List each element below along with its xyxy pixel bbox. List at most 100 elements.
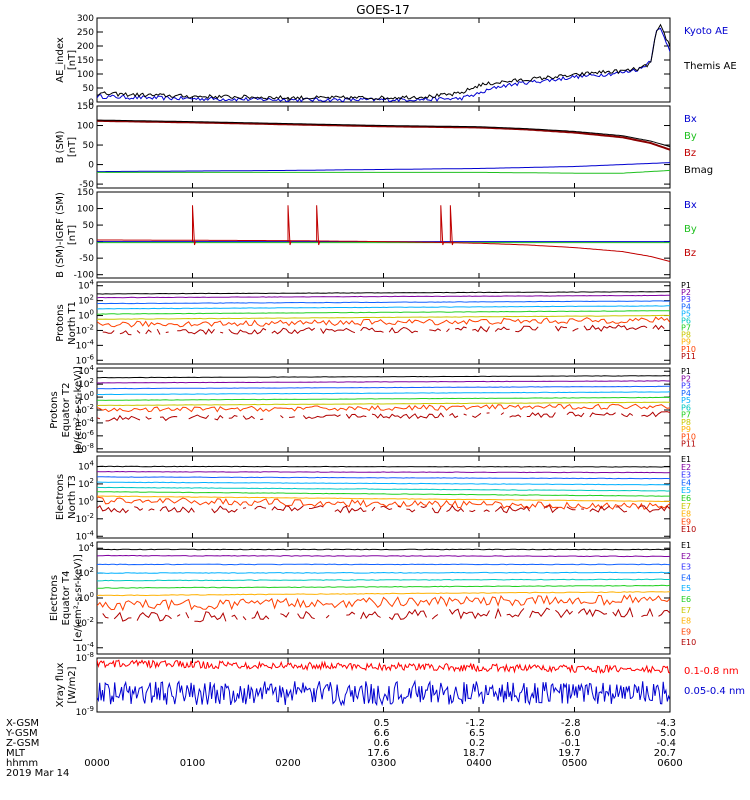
row-label: Y-GSM [5,728,38,739]
y-tick-label: -100 [74,271,95,281]
y-tick-label: 10-2 [76,323,94,336]
panel-frame [96,191,671,279]
series-channel-9 [194,611,227,623]
legend-item: P2 [681,288,691,297]
legend-item: E10 [681,525,696,534]
series-channel-8 [472,325,490,333]
series-channel-9 [431,614,439,620]
series-channel-3 [97,476,670,480]
legend-item: P1 [681,281,691,290]
y-tick-label: 10-4 [76,416,95,429]
y-axis-label: [nT] [67,50,78,70]
x-tick-label: 0600 [657,758,682,769]
series-channel-9 [397,505,401,508]
series-channel-9 [346,611,356,616]
series-channel-9 [148,508,155,511]
ephemeris-value: -2.8 [561,718,581,729]
y-tick-label: 100 [78,494,94,507]
legend-item: P6 [681,403,691,412]
y-axis-label: Equator T2 [61,383,72,438]
series-channel-8 [97,417,101,420]
legend-item: Bz [684,248,696,259]
series-channel-9 [529,607,550,618]
ephemeris-value: 17.6 [367,748,389,759]
legend-item: E2 [681,552,691,561]
series-channel-9 [176,614,181,617]
y-axis-label: [p/(cm²-s-sr-keV)] [73,366,84,454]
y-axis-label: North T1 [67,301,78,345]
series-channel-4 [97,481,670,486]
ephemeris-value: 0.2 [469,738,485,749]
ephemeris-value: 6.0 [565,728,581,739]
x-tick-label: 0400 [466,758,491,769]
series-channel-9 [420,505,427,509]
series-channel-9 [566,506,576,511]
ephemeris-value: -0.4 [656,738,676,749]
y-tick-label: 100 [78,591,94,604]
series-channel-9 [494,505,531,514]
y-tick-label: 102 [78,477,94,490]
legend-item: E1 [681,455,691,464]
panel-ee: 104 102 100 10-2 10-4 Electrons Equator T4 [e/(… [49,541,696,655]
series-channel-2 [97,380,670,384]
series-channel-8 [360,326,384,333]
series-channel-8 [119,330,132,336]
series-channel-3 [97,385,670,390]
legend-item: E4 [681,478,691,487]
series-channel-9 [185,612,190,619]
series-channel-8 [641,411,670,418]
ephemeris-value: 0.6 [374,738,390,749]
series-channel-9 [638,505,670,513]
legend-item: P7 [681,324,691,333]
legend-item: E9 [681,517,691,526]
spike [192,205,196,246]
y-axis-label: Protons [49,391,60,428]
legend-item: P2 [681,374,691,383]
series-channel-8 [472,412,482,418]
series-channel-8 [509,414,522,418]
series-channel-9 [371,506,376,512]
legend-item: P9 [681,338,691,347]
ephemeris-value: -1.2 [465,718,485,729]
y-tick-label: 100 [78,390,94,403]
y-tick-label: 104 [78,364,94,377]
series-channel-9 [589,505,611,513]
ephemeris-value: 5.0 [660,728,676,739]
series-channel-8 [449,412,459,419]
series-channel-2 [97,294,670,299]
series-channel-9 [271,505,304,512]
legend-item: E7 [681,606,691,615]
y-tick-label: 104 [78,541,94,554]
y-tick-label: 10-4 [76,338,95,351]
legend-item: By [684,131,697,142]
row-label: Z-GSM [6,738,39,749]
data-lines [97,119,670,174]
ephemeris-value: 20.7 [654,748,676,759]
legend-item: P4 [681,389,691,398]
y-axis-label: Protons [55,304,66,341]
y-tick-label: 100 [77,205,94,215]
series-channel-8 [271,327,316,335]
series-channel-9 [280,612,290,618]
x-tick-label: 0200 [275,758,300,769]
legend-item: P9 [681,425,691,434]
ephemeris-value: 19.7 [558,748,580,759]
y-tick-label: 104 [78,279,94,292]
series-channel-9 [494,607,502,619]
series-channel-8 [97,496,670,510]
series-channel-9 [380,505,393,511]
panel-bsm: -50 0 50 100 150 B (SM) [nT] Bx By Bz Bmag [55,102,713,190]
series-xray-1 [97,679,670,707]
series-channel-8 [566,411,585,418]
legend-item: E3 [681,563,691,572]
data-lines [97,548,670,623]
legend-item: E9 [681,627,691,636]
legend-item: 0.1-0.8 nm [684,666,739,677]
ephemeris-value: 6.6 [374,728,390,739]
series-channel-8 [228,414,238,419]
series-channel-8 [214,414,224,421]
series-channel-4 [97,571,670,574]
y-tick-label: 102 [78,566,94,579]
series-channel-1 [97,375,670,379]
